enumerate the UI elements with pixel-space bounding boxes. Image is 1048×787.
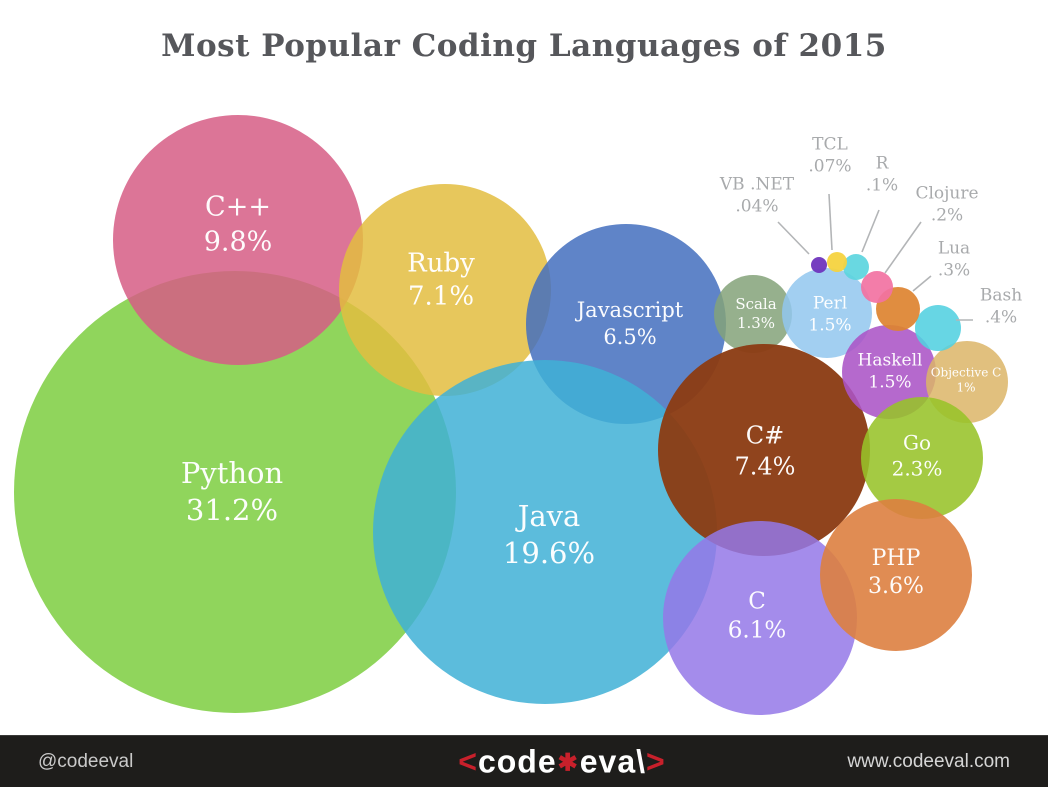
bubble-label-perl: Perl 1.5%: [808, 293, 851, 337]
language-share: .2%: [930, 205, 964, 225]
logo-bracket-right-icon: >: [646, 743, 666, 779]
logo-bracket-left-icon: <: [458, 743, 478, 779]
language-name: Perl: [812, 293, 848, 314]
language-share: 3.6%: [868, 574, 924, 599]
language-name: Lua: [937, 238, 971, 259]
language-name: C++: [205, 191, 271, 223]
language-name: Bash: [979, 285, 1023, 306]
logo-star-icon: ✱: [557, 749, 579, 776]
language-share: .04%: [735, 196, 779, 216]
language-share: .1%: [865, 175, 899, 195]
bubble-label-csharp: C# 7.4%: [735, 420, 796, 481]
callout-label-bash: Bash .4%: [980, 285, 1022, 329]
language-name: R: [875, 153, 889, 174]
bubble-label-c: C 6.1%: [728, 588, 786, 647]
language-name: Objective C: [930, 365, 1002, 380]
logo-word-code: code: [477, 743, 557, 779]
language-name: PHP: [871, 545, 921, 571]
language-share: .4%: [984, 307, 1018, 327]
bubble-r: [843, 254, 869, 280]
language-name: C#: [745, 421, 785, 450]
language-share: 2.3%: [891, 456, 943, 480]
bubble-label-scala: Scala 1.3%: [735, 295, 776, 333]
bubble-chart: Python 31.2% C++ 9.8% Ruby 7.1% Javascript 6.5%…: [14, 115, 1022, 715]
website-url: www.codeeval.com: [847, 750, 1010, 772]
labels-layer: Python 31.2% C++ 9.8% Ruby 7.1% Javascript 6.5%…: [181, 134, 1022, 647]
language-share: .07%: [808, 156, 852, 176]
bubble-go: [861, 397, 983, 519]
bubble-label-java: Java 19.6%: [503, 498, 595, 572]
language-share: 7.4%: [734, 452, 796, 480]
language-share: 6.5%: [603, 325, 657, 349]
language-share: .3%: [937, 260, 971, 280]
callout-label-clojure: Clojure .2%: [915, 183, 978, 227]
language-share: 19.6%: [502, 536, 596, 570]
language-name: Go: [902, 430, 932, 455]
language-name: TCL: [812, 134, 848, 155]
callout-label-tcl: TCL .07%: [808, 134, 851, 178]
bubble-bash: [915, 305, 961, 351]
logo-word-eval: eva\: [579, 743, 647, 779]
bubble-java: [373, 360, 717, 704]
footer: @codeeval <code✱eva\> www.codeeval.com: [0, 735, 1048, 787]
language-share: 9.8%: [203, 226, 273, 257]
language-share: 7.1%: [407, 282, 475, 312]
bubble-scala: [714, 275, 792, 353]
bubble-clojure: [861, 271, 893, 303]
language-share: 1.3%: [736, 314, 776, 332]
bubble-label-haskell: Haskell 1.5%: [858, 350, 923, 394]
language-share: 1.5%: [868, 372, 912, 392]
bubble-label-objectivec: Objective C 1%: [931, 366, 1002, 397]
language-name: VB .NET: [719, 174, 795, 195]
language-name: Haskell: [857, 350, 923, 371]
bubble-label-python: Python 31.2%: [181, 455, 283, 529]
bubble-vbnet: [811, 257, 827, 273]
callout-label-r: R .1%: [866, 153, 898, 197]
chart-title: Most Popular Coding Languages of 2015: [161, 28, 887, 64]
bubbles-layer: [14, 115, 1008, 715]
language-name: Java: [517, 498, 581, 533]
bubble-label-cpp: C++ 9.8%: [204, 190, 273, 259]
bubble-label-javascript: Javascript 6.5%: [577, 297, 684, 351]
language-name: Ruby: [407, 248, 475, 279]
bubble-tcl: [827, 252, 847, 272]
language-name: Clojure: [915, 183, 979, 204]
callout-label-lua: Lua .3%: [938, 238, 970, 282]
bubble-ruby: [339, 184, 551, 396]
bubble-label-php: PHP 3.6%: [868, 545, 924, 601]
twitter-handle: @codeeval: [38, 750, 134, 772]
language-share: 6.1%: [727, 618, 787, 644]
codeeval-logo: <code✱eva\>: [458, 743, 665, 780]
bubble-php: [820, 499, 972, 651]
language-share: 31.2%: [185, 493, 279, 527]
language-name: Python: [180, 455, 284, 490]
bubble-cpp: [113, 115, 363, 365]
language-share: 1%: [956, 381, 976, 395]
language-name: Scala: [735, 294, 777, 313]
language-share: 1.5%: [808, 315, 852, 335]
bubble-label-ruby: Ruby 7.1%: [407, 248, 475, 315]
language-name: C: [748, 588, 766, 615]
bubble-label-go: Go 2.3%: [892, 430, 943, 481]
language-name: Javascript: [576, 298, 684, 323]
bubble-csharp: [658, 344, 870, 556]
callout-label-vbnet: VB .NET .04%: [720, 174, 794, 218]
